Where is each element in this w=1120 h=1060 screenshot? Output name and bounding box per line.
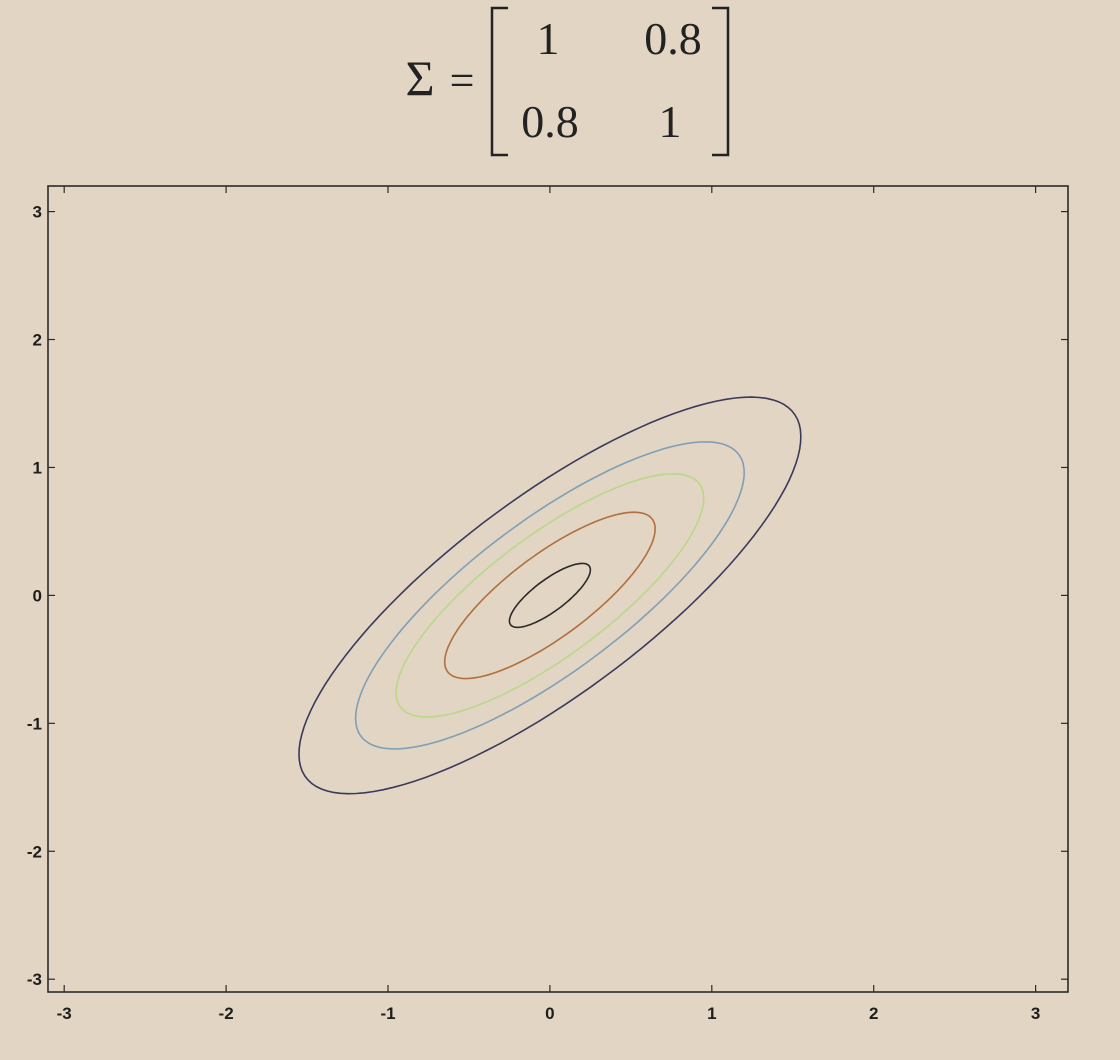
- matrix-cell-r2c2: 1: [659, 96, 682, 147]
- sigma-symbol: Σ: [405, 50, 434, 106]
- contour-chart: -3 -2 -1 0 1 2 3 3 2 1 0 -1 -2 -3: [27, 185, 1069, 1023]
- plot-frame: [47, 185, 1069, 993]
- contour-line-4: [354, 441, 746, 750]
- equals-sign: =: [450, 56, 475, 105]
- y-tick-labels: 3 2 1 0 -1 -2 -3: [27, 203, 42, 990]
- x-tick-label: -1: [380, 1004, 395, 1023]
- contour-lines: [298, 396, 802, 795]
- matrix-cell-r2c1: 0.8: [521, 96, 579, 147]
- y-tick-label: 1: [33, 458, 42, 477]
- y-tick-label: -2: [27, 842, 42, 861]
- x-tick-label: 0: [545, 1004, 554, 1023]
- x-tick-label: 1: [707, 1004, 716, 1023]
- x-tick-label: 3: [1031, 1004, 1040, 1023]
- y-tick-label: 3: [33, 203, 42, 222]
- contour-line-5: [298, 396, 802, 795]
- y-tick-label: 0: [33, 586, 42, 605]
- contour-line-3: [395, 473, 705, 718]
- left-bracket: [490, 6, 508, 157]
- right-bracket: [712, 6, 730, 157]
- contour-line-2: [443, 511, 656, 680]
- matrix-cell-r1c1: 1: [537, 13, 560, 64]
- y-tick-label: 2: [33, 331, 42, 350]
- y-tick-label: -3: [27, 970, 42, 989]
- covariance-formula: Σ = 1 0.8 0.8 1: [405, 6, 730, 157]
- x-tick-label: 2: [869, 1004, 878, 1023]
- x-tick-label: -3: [57, 1004, 72, 1023]
- y-tick-label: -1: [27, 714, 42, 733]
- contour-line-1: [508, 562, 592, 629]
- matrix-cell-r1c2: 0.8: [644, 13, 702, 64]
- x-tick-label: -2: [219, 1004, 234, 1023]
- plot-border: [47, 185, 1069, 993]
- x-tick-labels: -3 -2 -1 0 1 2 3: [57, 1004, 1041, 1023]
- axis-ticks: [48, 186, 1068, 992]
